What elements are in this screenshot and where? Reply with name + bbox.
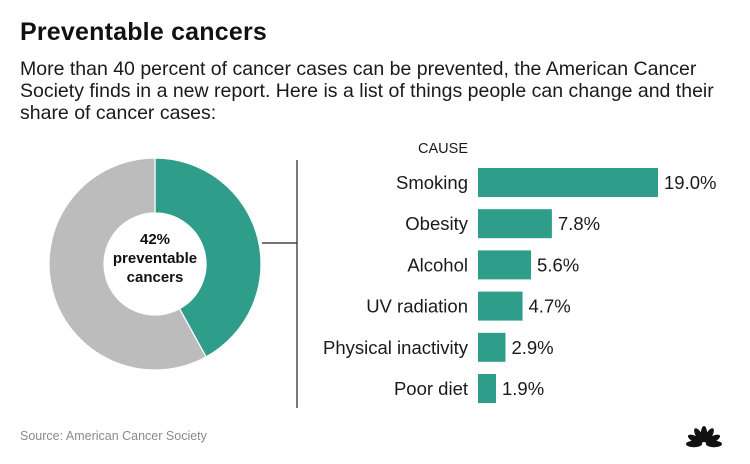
donut-center-label: cancers [127,269,184,286]
category-label: Poor diet [394,378,468,399]
bar [478,374,496,403]
donut-center-label: 42% [140,231,170,248]
category-label: Physical inactivity [323,337,469,358]
peacock-logo-icon [684,424,724,455]
value-label: 19.0% [664,172,716,193]
bar [478,332,506,362]
bar [478,250,532,280]
bar [478,209,552,239]
chart-subtitle: More than 40 percent of cancer cases can… [20,58,714,124]
chart-title: Preventable cancers [20,18,268,46]
value-label: 2.9% [511,337,553,358]
value-label: 5.6% [537,254,579,275]
bar [478,291,523,321]
axis-header: CAUSE [418,141,468,157]
donut-center-label: preventable [113,250,197,267]
value-label: 7.8% [558,213,600,234]
source-note: Source: American Cancer Society [20,429,207,443]
connector-bracket [262,160,298,408]
value-label: 4.7% [529,296,571,317]
bar [478,168,658,197]
donut-slice-preventable [154,157,262,358]
category-label: UV radiation [366,296,468,317]
category-label: Alcohol [407,254,468,275]
donut-chart: 42% preventable cancers [48,157,262,371]
category-label: Smoking [396,172,468,193]
value-label: 1.9% [502,378,544,399]
category-label: Obesity [405,213,468,234]
bar-chart: CAUSE Smoking 19.0% Obesity 7.8% Alcohol 5.6% U… [323,141,716,403]
donut-slice-remainder [48,157,207,371]
